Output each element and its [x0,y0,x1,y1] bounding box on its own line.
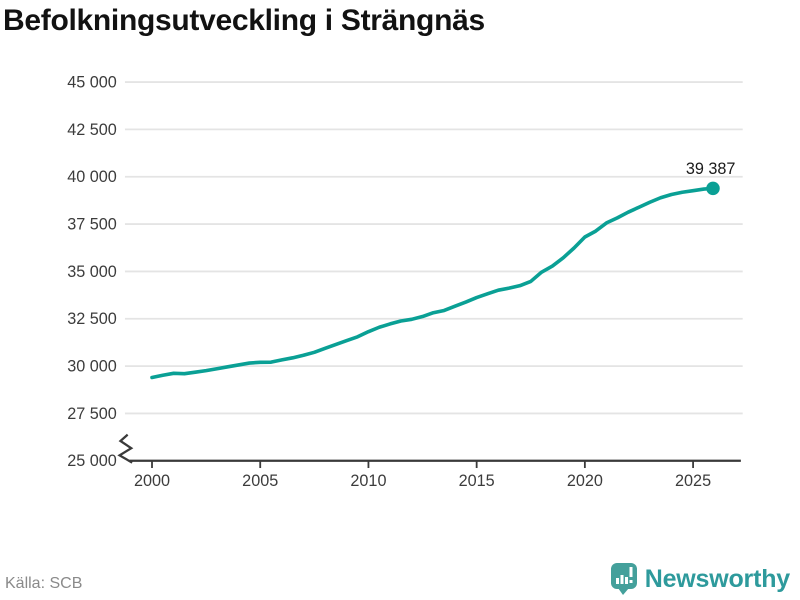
x-tick-label: 2010 [350,472,386,490]
bar-chart-speech-bubble-icon [610,563,637,595]
newsworthy-wordmark: Newsworthy [644,564,790,593]
y-tick-label: 40 000 [67,168,117,186]
x-tick-label: 2000 [134,472,170,490]
x-tick-label: 2005 [242,472,278,490]
y-tick-label: 45 000 [67,73,117,91]
end-point-marker [706,181,720,196]
y-tick-label: 30 000 [67,358,117,376]
population-line-chart: 45 000 42 500 40 000 37 500 35 000 32 500 30 0… [67,73,743,490]
y-tick-label: 32 500 [67,310,117,328]
y-tick-label: 37 500 [67,215,117,233]
y-tick-label: 27 500 [67,405,117,423]
y-tick-label: 42 500 [67,121,117,139]
chart-title: Befolkningsutveckling i Strängnäs [3,4,485,37]
source-label: Källa: SCB [5,575,83,592]
y-tick-label: 35 000 [67,263,117,281]
axis-break-icon [117,433,134,464]
newsworthy-logo[interactable]: Newsworthy [610,561,790,597]
x-tick-label: 2025 [675,472,711,490]
x-tick-label: 2020 [567,472,603,490]
end-value-label: 39 387 [686,160,736,178]
x-tick-label: 2015 [459,472,495,490]
population-series-line [150,186,715,380]
y-tick-label: 25 000 [67,452,117,470]
